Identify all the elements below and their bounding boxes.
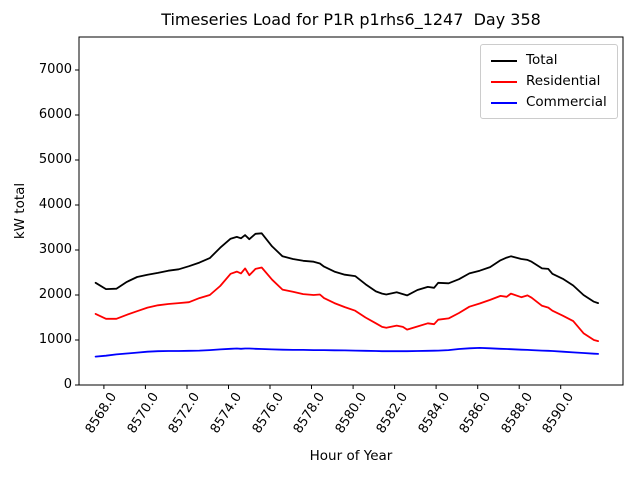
legend-item-commercial: Commercial	[491, 92, 607, 113]
x-axis-label: Hour of Year	[309, 448, 393, 464]
legend: Total Residential Commercial	[480, 44, 618, 119]
y-tick-label: 4000	[38, 196, 72, 212]
y-tick-label: 1000	[38, 331, 72, 347]
legend-label: Residential	[526, 73, 601, 89]
total-line	[94, 232, 599, 305]
legend-label: Commercial	[526, 94, 607, 110]
chart-title: Timeseries Load for P1R p1rhs6_1247 Day …	[161, 10, 541, 29]
y-tick-label: 3000	[38, 241, 72, 257]
legend-line-swatch	[491, 101, 517, 104]
legend-line-swatch	[491, 80, 517, 83]
legend-label: Total	[526, 52, 558, 68]
y-tick-label: 5000	[38, 151, 72, 167]
legend-line-swatch	[491, 59, 517, 62]
residential-line	[94, 266, 599, 343]
commercial-line	[94, 346, 599, 358]
y-tick-label: 0	[63, 377, 72, 392]
y-tick-label: 2000	[38, 286, 72, 302]
axes-frame	[78, 36, 624, 386]
legend-item-total: Total	[491, 50, 607, 71]
y-tick-label: 6000	[38, 106, 72, 122]
y-tick-label: 7000	[38, 61, 72, 77]
legend-item-residential: Residential	[491, 71, 607, 92]
